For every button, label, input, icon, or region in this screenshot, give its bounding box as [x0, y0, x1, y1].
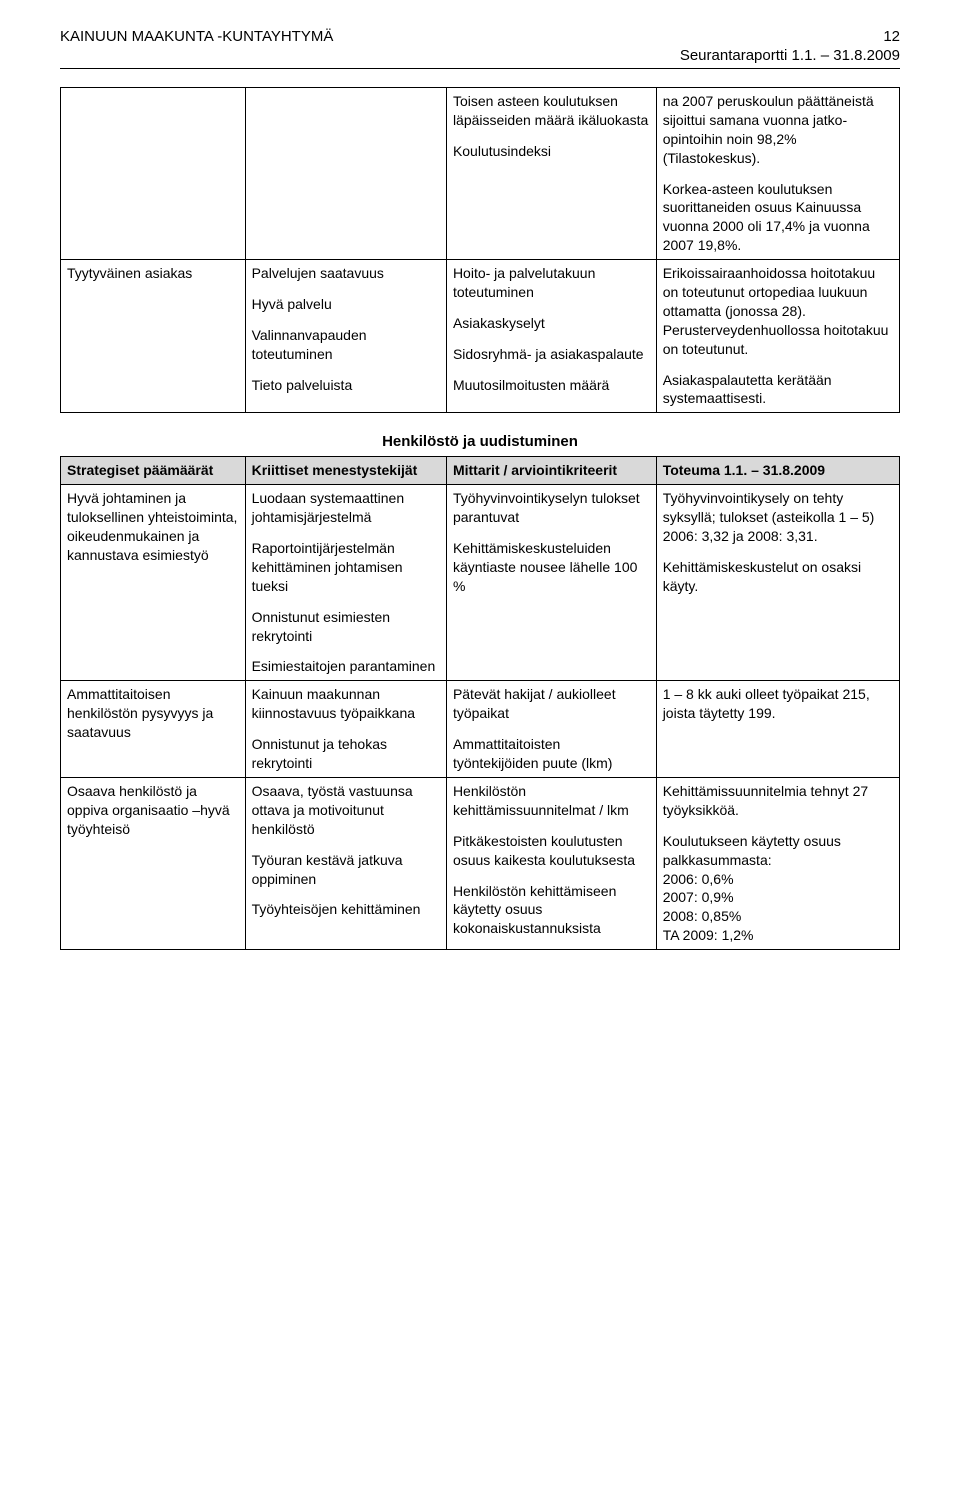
cell: Osaava, työstä vastuunsa ottava ja motiv… — [245, 777, 446, 949]
cell-para: na 2007 peruskoulun päättäneistä sijoitt… — [663, 92, 893, 168]
col-header: Kriittiset menestystekijät — [245, 457, 446, 485]
cell-para: Palvelujen saatavuus — [252, 264, 440, 283]
cell: Kehittämissuunnitelmia tehnyt 27 työyksi… — [656, 777, 899, 949]
col-header: Mittarit / arviointikriteerit — [446, 457, 656, 485]
table-row: Hyvä johtaminen ja tuloksellinen yhteist… — [61, 485, 900, 681]
table-2: Strategiset päämäärät Kriittiset menesty… — [60, 456, 900, 950]
cell: Palvelujen saatavuus Hyvä palvelu Valinn… — [245, 260, 446, 413]
cell: Työhyvinvointikysely on tehty syksyllä; … — [656, 485, 899, 681]
col-header: Toteuma 1.1. – 31.8.2009 — [656, 457, 899, 485]
cell: Hyvä johtaminen ja tuloksellinen yhteist… — [61, 485, 246, 681]
cell-para: Asiakaspalautetta kerätään systemaattise… — [663, 371, 893, 409]
cell: Pätevät hakijat / aukiolleet työpaikat A… — [446, 681, 656, 778]
cell-para: Työhyvinvointikysely on tehty syksyllä; … — [663, 489, 893, 546]
cell-para: Asiakaskyselyt — [453, 314, 650, 333]
cell-para: Valinnanvapauden toteutuminen — [252, 326, 440, 364]
cell-para: Työuran kestävä jatkuva oppiminen — [252, 851, 440, 889]
cell-para: Sidosryhmä- ja asiakaspalaute — [453, 345, 650, 364]
cell-para: Osaava, työstä vastuunsa ottava ja motiv… — [252, 782, 440, 839]
org-name: KAINUUN MAAKUNTA -KUNTAYHTYMÄ — [60, 28, 333, 45]
cell-para: Raportointijärjestelmän kehittäminen joh… — [252, 539, 440, 596]
table-row: Toisen asteen koulutuksen läpäisseiden m… — [61, 88, 900, 260]
cell-para: Erikoissairaanhoidossa hoitotakuu on tot… — [663, 264, 893, 358]
cell-para: Koulutukseen käytetty osuus palkkasummas… — [663, 832, 893, 945]
cell: Osaava henkilöstö ja oppiva organisaatio… — [61, 777, 246, 949]
col-header: Strategiset päämäärät — [61, 457, 246, 485]
cell-para: Onnistunut esimiesten rekrytointi — [252, 608, 440, 646]
cell-para: 1 – 8 kk auki olleet työpaikat 215, jois… — [663, 685, 893, 723]
cell-para: Hyvä palvelu — [252, 295, 440, 314]
cell: Erikoissairaanhoidossa hoitotakuu on tot… — [656, 260, 899, 413]
table-row: Ammattitaitoisen henkilöstön pysyvyys ja… — [61, 681, 900, 778]
cell — [61, 88, 246, 260]
divider — [60, 68, 900, 69]
cell-para: Kehittämissuunnitelmia tehnyt 27 työyksi… — [663, 782, 893, 820]
cell: na 2007 peruskoulun päättäneistä sijoitt… — [656, 88, 899, 260]
cell-para: Kainuun maakunnan kiinnostavuus työpaikk… — [252, 685, 440, 723]
cell-para: Henkilöstön kehittämissuunnitelmat / lkm — [453, 782, 650, 820]
cell-para: Työyhteisöjen kehittäminen — [252, 900, 440, 919]
page-root: KAINUUN MAAKUNTA -KUNTAYHTYMÄ 12 Seurant… — [0, 0, 960, 990]
cell: Luodaan systemaattinen johtamisjärjestel… — [245, 485, 446, 681]
cell-para: Tieto palveluista — [252, 376, 440, 395]
page-number: 12 — [883, 28, 900, 45]
cell: Työhyvinvointikyselyn tulokset parantuva… — [446, 485, 656, 681]
cell-para: Toisen asteen koulutuksen läpäisseiden m… — [453, 92, 650, 130]
report-subtitle: Seurantaraportti 1.1. – 31.8.2009 — [60, 47, 900, 64]
cell: Henkilöstön kehittämissuunnitelmat / lkm… — [446, 777, 656, 949]
table-1: Toisen asteen koulutuksen läpäisseiden m… — [60, 87, 900, 413]
cell-para: Hoito- ja palvelutakuun toteutuminen — [453, 264, 650, 302]
cell-para: Onnistunut ja tehokas rekrytointi — [252, 735, 440, 773]
cell — [245, 88, 446, 260]
cell-para: Ammattitaitoisten työntekijöiden puute (… — [453, 735, 650, 773]
cell: 1 – 8 kk auki olleet työpaikat 215, jois… — [656, 681, 899, 778]
table-header-row: Strategiset päämäärät Kriittiset menesty… — [61, 457, 900, 485]
cell-para: Kehittämiskeskusteluiden käyntiaste nous… — [453, 539, 650, 596]
page-header: KAINUUN MAAKUNTA -KUNTAYHTYMÄ 12 — [60, 28, 900, 45]
table-row: Osaava henkilöstö ja oppiva organisaatio… — [61, 777, 900, 949]
cell-para: Esimiestaitojen parantaminen — [252, 657, 440, 676]
cell-para: Työhyvinvointikyselyn tulokset parantuva… — [453, 489, 650, 527]
cell: Tyytyväinen asiakas — [61, 260, 246, 413]
cell-para: Korkea-asteen koulutuksen suorittaneiden… — [663, 180, 893, 256]
cell-para: Muutosilmoitusten määrä — [453, 376, 650, 395]
cell-para: Pätevät hakijat / aukiolleet työpaikat — [453, 685, 650, 723]
cell: Kainuun maakunnan kiinnostavuus työpaikk… — [245, 681, 446, 778]
cell: Ammattitaitoisen henkilöstön pysyvyys ja… — [61, 681, 246, 778]
cell-para: Luodaan systemaattinen johtamisjärjestel… — [252, 489, 440, 527]
table-row: Tyytyväinen asiakas Palvelujen saatavuus… — [61, 260, 900, 413]
cell: Toisen asteen koulutuksen läpäisseiden m… — [446, 88, 656, 260]
cell-para: Pitkäkestoisten koulutusten osuus kaikes… — [453, 832, 650, 870]
cell-para: Koulutusindeksi — [453, 142, 650, 161]
cell-para: Kehittämiskeskustelut on osaksi käyty. — [663, 558, 893, 596]
cell: Hoito- ja palvelutakuun toteutuminen Asi… — [446, 260, 656, 413]
section-heading: Henkilöstö ja uudistuminen — [60, 433, 900, 450]
cell-para: Henkilöstön kehittämiseen käytetty osuus… — [453, 882, 650, 939]
